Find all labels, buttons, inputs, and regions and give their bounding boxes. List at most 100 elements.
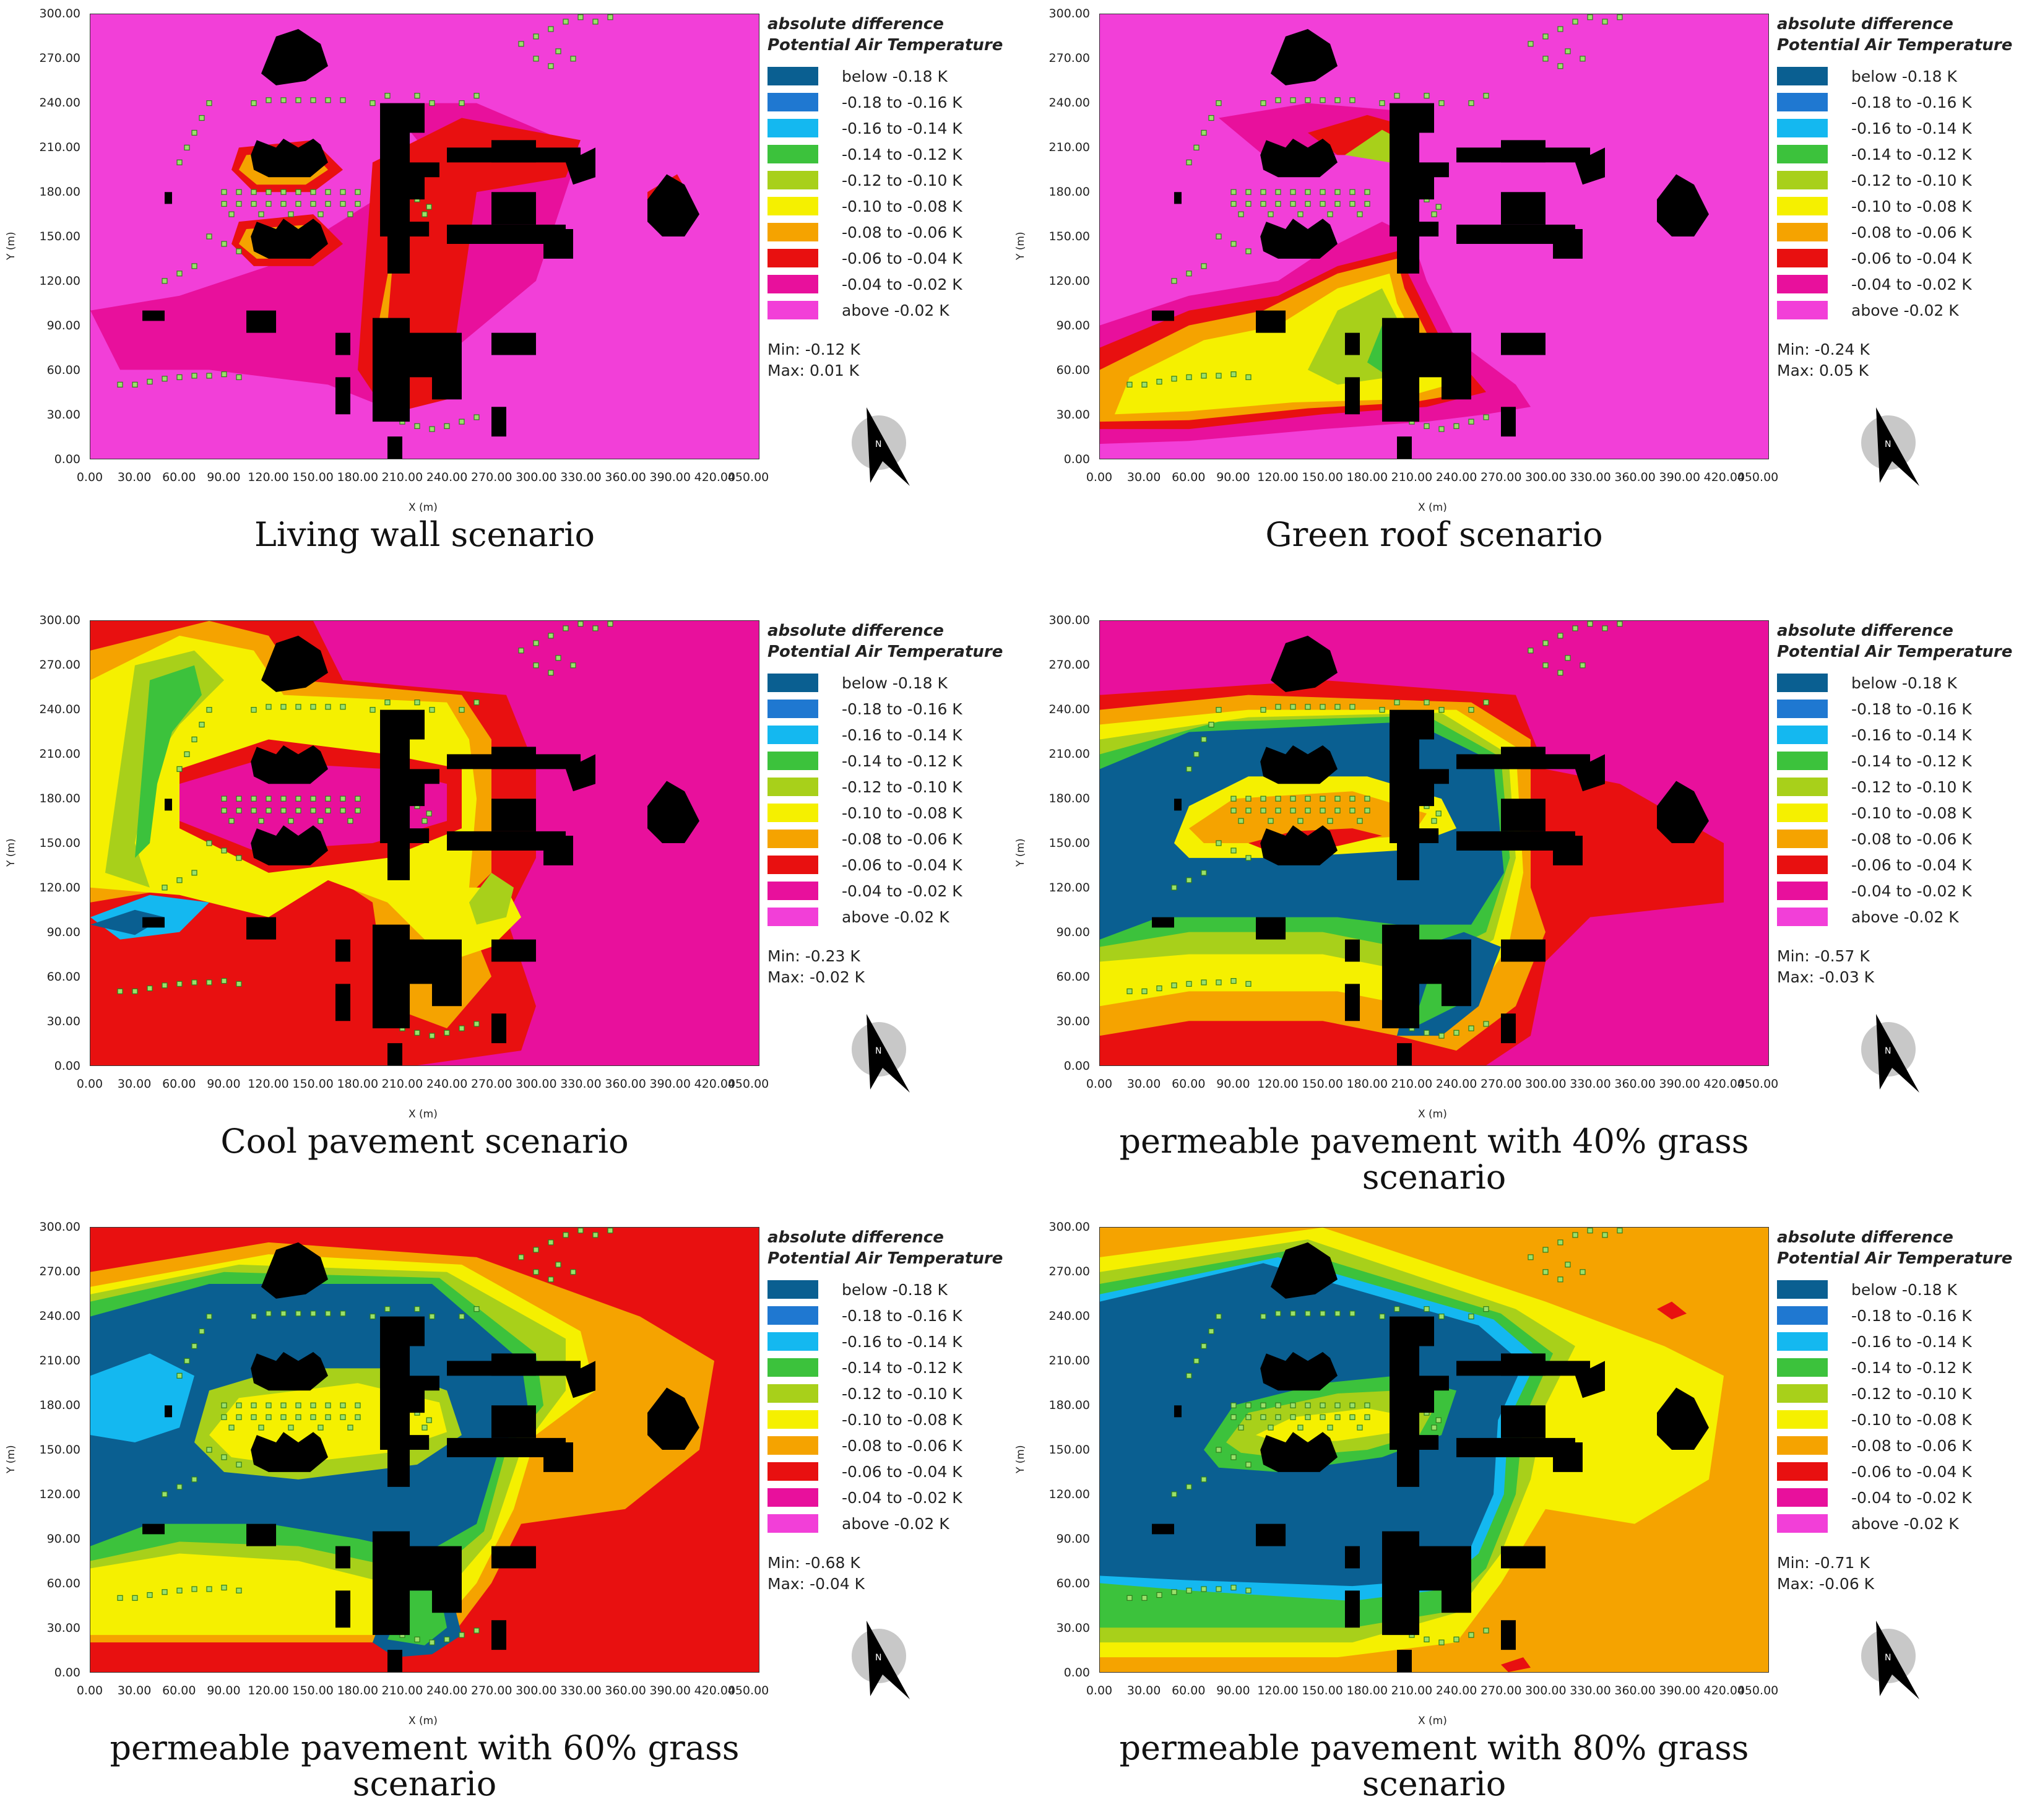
y-axis-title: Y (m) — [5, 1445, 17, 1473]
building — [543, 836, 573, 865]
vegetation-marker — [1468, 100, 1474, 106]
building — [1256, 1523, 1286, 1546]
svg-text:N: N — [1885, 440, 1891, 449]
vegetation-marker — [533, 1247, 539, 1253]
vegetation-marker — [1201, 263, 1207, 269]
vegetation-marker — [295, 97, 301, 103]
building — [1501, 407, 1516, 437]
legend-swatch — [767, 908, 818, 926]
y-tick-label: 0.00 — [1063, 1666, 1090, 1679]
y-tick-label: 270.00 — [39, 658, 80, 672]
building — [246, 917, 277, 940]
building — [1501, 1353, 1546, 1376]
vegetation-marker — [236, 374, 242, 380]
vegetation-marker — [1260, 807, 1266, 813]
vegetation-marker — [266, 97, 272, 103]
legend-label: -0.12 to -0.10 K — [842, 171, 962, 189]
y-tick-label: 150.00 — [1048, 230, 1090, 243]
x-tick-label: 300.00 — [1525, 470, 1567, 484]
building — [543, 1442, 573, 1472]
x-tick-label: 360.00 — [1614, 1077, 1656, 1091]
vegetation-marker — [1230, 201, 1237, 207]
legend-swatch — [767, 1436, 818, 1455]
building — [1575, 754, 1605, 792]
vegetation-marker — [236, 1462, 242, 1468]
y-tick-label: 150.00 — [1048, 1443, 1090, 1457]
x-tick-label: 90.00 — [1216, 1077, 1250, 1091]
vegetation-marker — [132, 1595, 138, 1601]
vegetation-marker — [1349, 1414, 1355, 1420]
vegetation-marker — [206, 979, 212, 986]
vegetation-marker — [1290, 189, 1296, 195]
building — [1256, 310, 1286, 333]
y-tick-label: 180.00 — [1048, 1398, 1090, 1412]
vegetation-marker — [206, 707, 212, 713]
vegetation-marker — [1260, 1314, 1266, 1320]
legend-swatch — [767, 1384, 818, 1403]
building — [1404, 939, 1471, 1007]
vegetation-marker — [347, 1424, 353, 1431]
vegetation-marker — [1349, 1311, 1355, 1317]
legend-label: -0.10 to -0.08 K — [842, 1410, 962, 1429]
building — [543, 229, 573, 259]
building — [1553, 836, 1583, 865]
heatmap-field — [90, 621, 699, 1065]
vegetation-marker — [1565, 1262, 1571, 1268]
vegetation-marker — [1349, 201, 1355, 207]
legend-title: absolute difference Potential Air Temper… — [1777, 1228, 2013, 1268]
vegetation-marker — [1602, 19, 1608, 25]
building — [447, 224, 566, 244]
vegetation-marker — [1245, 374, 1252, 380]
legend-label: below -0.18 K — [1851, 1280, 1957, 1299]
x-tick-label: 330.00 — [1570, 1077, 1611, 1091]
building — [565, 147, 595, 185]
vegetation-marker — [1201, 373, 1207, 379]
legend-item: -0.12 to -0.10 K — [1777, 167, 2018, 193]
vegetation-marker — [1435, 1417, 1442, 1423]
vegetation-marker — [1245, 1402, 1252, 1408]
legend-label: below -0.18 K — [842, 1280, 948, 1299]
vegetation-marker — [1216, 1314, 1222, 1320]
vegetation-marker — [295, 795, 301, 802]
min-value: Min: -0.68 K — [767, 1554, 860, 1572]
legend-swatch — [767, 1488, 818, 1507]
building — [1397, 1650, 1412, 1672]
legend: absolute difference Potential Air Temper… — [767, 14, 1009, 381]
vegetation-marker — [1334, 704, 1341, 710]
vegetation-marker — [1126, 1595, 1133, 1601]
vegetation-marker — [288, 211, 294, 217]
building — [491, 140, 536, 163]
x-axis-title: X (m) — [1418, 1715, 1447, 1727]
vegetation-marker — [414, 1306, 420, 1312]
legend: absolute difference Potential Air Temper… — [767, 620, 1009, 988]
x-tick-label: 360.00 — [1614, 1684, 1656, 1697]
vegetation-marker — [258, 818, 264, 824]
vegetation-marker — [162, 982, 168, 989]
building — [565, 754, 595, 792]
vegetation-marker — [1572, 19, 1578, 25]
legend-swatch — [1777, 726, 1828, 744]
legend-item: -0.06 to -0.04 K — [767, 1458, 1009, 1484]
legend-item: -0.04 to -0.02 K — [1777, 271, 2018, 297]
vegetation-marker — [1171, 1589, 1177, 1595]
vegetation-marker — [236, 807, 242, 813]
vegetation-marker — [1438, 1639, 1445, 1645]
legend-item: -0.10 to -0.08 K — [767, 800, 1009, 826]
building — [1501, 1546, 1546, 1569]
vegetation-marker — [1542, 640, 1549, 646]
x-tick-label: 150.00 — [1302, 1077, 1343, 1091]
building — [142, 310, 165, 321]
vegetation-marker — [1290, 1414, 1296, 1420]
y-tick-label: 30.00 — [1056, 408, 1090, 422]
vegetation-marker — [1245, 855, 1252, 861]
legend: absolute difference Potential Air Temper… — [1777, 14, 2018, 381]
vegetation-marker — [162, 1589, 168, 1595]
x-tick-label: 30.00 — [117, 1077, 152, 1091]
x-tick-label: 150.00 — [1302, 470, 1343, 484]
vegetation-marker — [1193, 144, 1200, 150]
x-tick-label: 390.00 — [649, 470, 691, 484]
building — [142, 917, 165, 928]
vegetation-marker — [1424, 1306, 1430, 1312]
legend-item: -0.08 to -0.06 K — [1777, 826, 2018, 852]
vegetation-marker — [1275, 189, 1281, 195]
